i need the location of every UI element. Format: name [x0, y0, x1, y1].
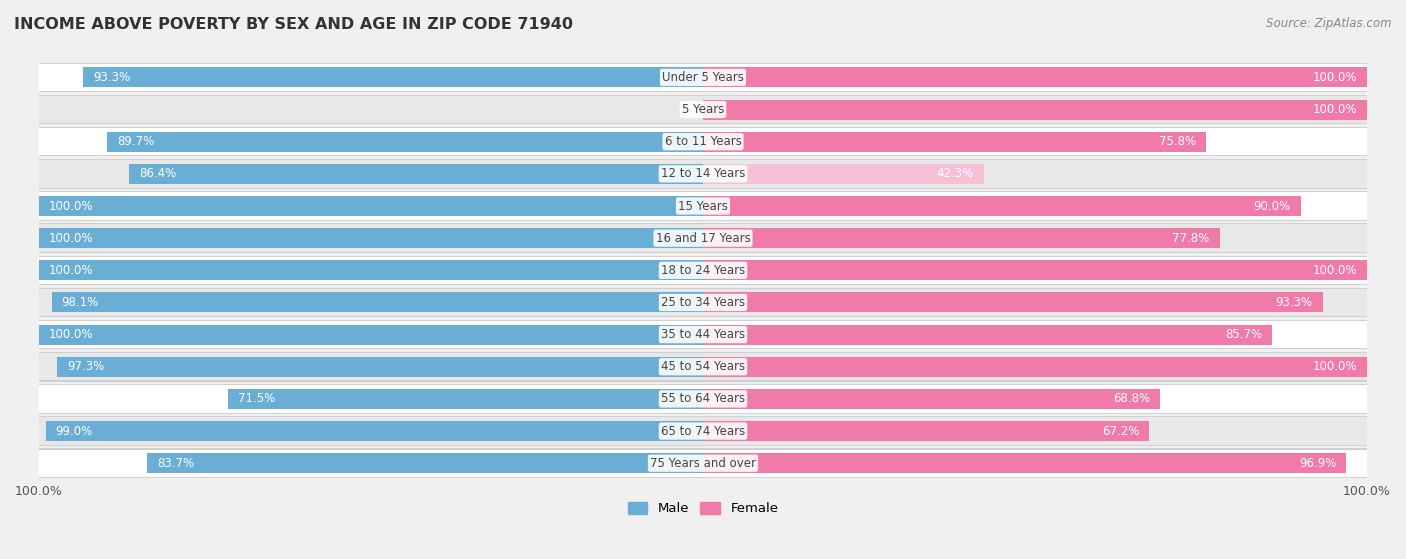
Bar	[39, 128, 1367, 155]
Bar	[107, 132, 703, 151]
Text: 90.0%: 90.0%	[1254, 200, 1291, 212]
Text: 6 to 11 Years: 6 to 11 Years	[665, 135, 741, 148]
Bar	[39, 224, 1367, 253]
Text: 93.3%: 93.3%	[1275, 296, 1313, 309]
Bar	[703, 357, 1367, 377]
Text: 93.3%: 93.3%	[93, 71, 131, 84]
Bar	[703, 196, 1301, 216]
Bar	[703, 164, 984, 184]
Text: 100.0%: 100.0%	[1313, 103, 1357, 116]
Bar	[39, 228, 703, 248]
Bar	[39, 449, 1367, 477]
Bar	[39, 257, 1367, 284]
Text: 100.0%: 100.0%	[49, 231, 93, 245]
Text: 42.3%: 42.3%	[936, 167, 974, 181]
Text: 89.7%: 89.7%	[117, 135, 155, 148]
Bar	[39, 260, 703, 280]
Bar	[39, 418, 1367, 445]
Text: 12 to 14 Years: 12 to 14 Years	[661, 167, 745, 181]
Text: 96.9%: 96.9%	[1299, 457, 1337, 470]
Bar	[45, 421, 703, 441]
Legend: Male, Female: Male, Female	[623, 496, 783, 520]
Bar	[39, 289, 1367, 316]
Bar	[83, 68, 703, 87]
Bar	[39, 127, 1367, 157]
Text: 97.3%: 97.3%	[67, 360, 104, 373]
Text: 16 and 17 Years: 16 and 17 Years	[655, 231, 751, 245]
Bar	[39, 225, 1367, 252]
Text: 83.7%: 83.7%	[157, 457, 194, 470]
Bar	[129, 164, 703, 184]
Text: 18 to 24 Years: 18 to 24 Years	[661, 264, 745, 277]
Text: 100.0%: 100.0%	[49, 264, 93, 277]
Bar	[703, 453, 1347, 473]
Bar	[703, 68, 1367, 87]
Bar	[39, 192, 1367, 220]
Text: 75 Years and over: 75 Years and over	[650, 457, 756, 470]
Text: 67.2%: 67.2%	[1102, 424, 1139, 438]
Bar	[39, 95, 1367, 124]
Bar	[703, 100, 1367, 120]
Text: 15 Years: 15 Years	[678, 200, 728, 212]
Text: 45 to 54 Years: 45 to 54 Years	[661, 360, 745, 373]
Text: 100.0%: 100.0%	[49, 200, 93, 212]
Bar	[39, 352, 1367, 382]
Text: 25 to 34 Years: 25 to 34 Years	[661, 296, 745, 309]
Bar	[52, 292, 703, 312]
Bar	[39, 448, 1367, 478]
Text: 85.7%: 85.7%	[1225, 328, 1263, 341]
Text: 98.1%: 98.1%	[62, 296, 98, 309]
Bar	[39, 96, 1367, 123]
Text: 35 to 44 Years: 35 to 44 Years	[661, 328, 745, 341]
Text: 99.0%: 99.0%	[56, 424, 93, 438]
Bar	[39, 160, 1367, 187]
Bar	[148, 453, 703, 473]
Text: 100.0%: 100.0%	[49, 328, 93, 341]
Bar	[39, 255, 1367, 285]
Text: 68.8%: 68.8%	[1112, 392, 1150, 405]
Text: 100.0%: 100.0%	[1313, 264, 1357, 277]
Text: 5 Years: 5 Years	[682, 103, 724, 116]
Bar	[703, 292, 1323, 312]
Bar	[39, 191, 1367, 221]
Bar	[703, 228, 1219, 248]
Text: 77.8%: 77.8%	[1173, 231, 1209, 245]
Bar	[703, 389, 1160, 409]
Bar	[39, 320, 1367, 349]
Bar	[703, 260, 1367, 280]
Bar	[703, 421, 1149, 441]
Bar	[39, 353, 1367, 381]
Bar	[39, 321, 1367, 348]
Bar	[228, 389, 703, 409]
Text: Source: ZipAtlas.com: Source: ZipAtlas.com	[1267, 17, 1392, 30]
Bar	[39, 196, 703, 216]
Text: 55 to 64 Years: 55 to 64 Years	[661, 392, 745, 405]
Text: 75.8%: 75.8%	[1160, 135, 1197, 148]
Bar	[39, 385, 1367, 413]
Bar	[39, 288, 1367, 318]
Text: INCOME ABOVE POVERTY BY SEX AND AGE IN ZIP CODE 71940: INCOME ABOVE POVERTY BY SEX AND AGE IN Z…	[14, 17, 574, 32]
Text: 86.4%: 86.4%	[139, 167, 177, 181]
Text: 71.5%: 71.5%	[238, 392, 276, 405]
Bar	[39, 63, 1367, 92]
Text: Under 5 Years: Under 5 Years	[662, 71, 744, 84]
Bar	[39, 416, 1367, 446]
Text: 100.0%: 100.0%	[1313, 360, 1357, 373]
Bar	[39, 325, 703, 344]
Bar	[703, 325, 1272, 344]
Bar	[39, 159, 1367, 188]
Bar	[39, 64, 1367, 91]
Bar	[56, 357, 703, 377]
Bar	[703, 132, 1206, 151]
Text: 100.0%: 100.0%	[1313, 71, 1357, 84]
Text: 65 to 74 Years: 65 to 74 Years	[661, 424, 745, 438]
Bar	[39, 384, 1367, 414]
